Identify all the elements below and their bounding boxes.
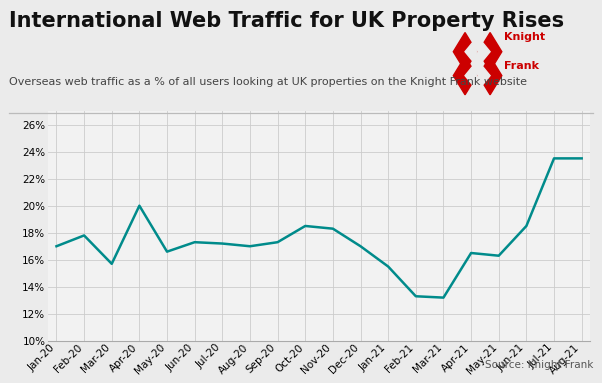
- Text: Frank: Frank: [504, 61, 539, 71]
- Polygon shape: [479, 37, 490, 66]
- Polygon shape: [453, 33, 477, 71]
- Polygon shape: [479, 56, 502, 95]
- Text: Overseas web traffic as a % of all users looking at UK properties on the Knight : Overseas web traffic as a % of all users…: [9, 77, 527, 87]
- Polygon shape: [479, 61, 490, 90]
- Polygon shape: [465, 61, 477, 90]
- Text: Source: Knight Frank: Source: Knight Frank: [485, 360, 593, 370]
- Text: International Web Traffic for UK Property Rises: International Web Traffic for UK Propert…: [9, 11, 564, 31]
- Polygon shape: [479, 33, 502, 71]
- Polygon shape: [465, 37, 477, 66]
- Polygon shape: [453, 56, 477, 95]
- Text: Knight: Knight: [504, 32, 545, 43]
